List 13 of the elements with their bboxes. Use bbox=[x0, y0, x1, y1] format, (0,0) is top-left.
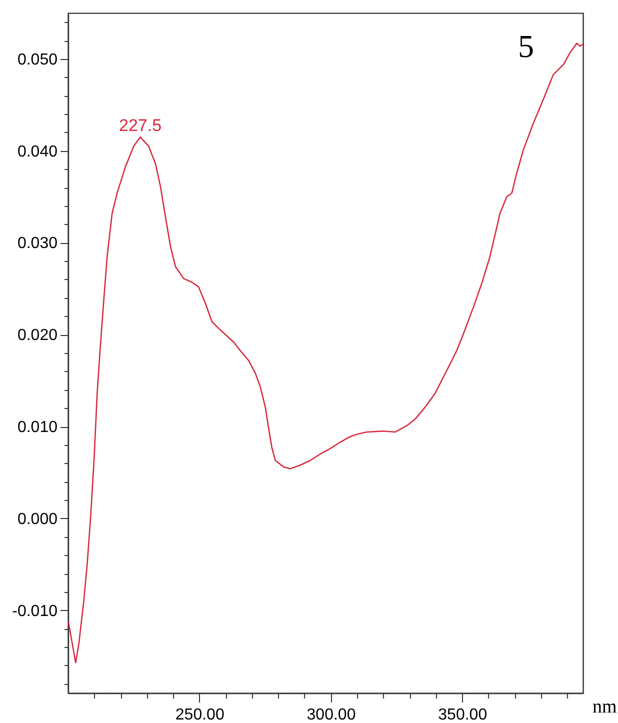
y-tick-label: 0.000 bbox=[17, 510, 58, 528]
x-tick-label: 350.00 bbox=[438, 706, 488, 723]
y-tick-label: 0.030 bbox=[17, 235, 58, 252]
y-tick-label: 0.020 bbox=[17, 327, 58, 344]
x-axis-title: nm bbox=[592, 696, 617, 718]
y-tick-label: 0.050 bbox=[17, 51, 58, 68]
y-tick-label: 0.010 bbox=[17, 419, 58, 436]
annotation: 227.5 bbox=[118, 116, 162, 136]
y-tick-label: -0.010 bbox=[12, 602, 58, 620]
annotation: 5 bbox=[518, 28, 534, 64]
x-tick-label: 250.00 bbox=[175, 706, 224, 723]
y-tick-label: 0.040 bbox=[17, 143, 58, 160]
x-tick-label: 300.00 bbox=[306, 706, 356, 723]
